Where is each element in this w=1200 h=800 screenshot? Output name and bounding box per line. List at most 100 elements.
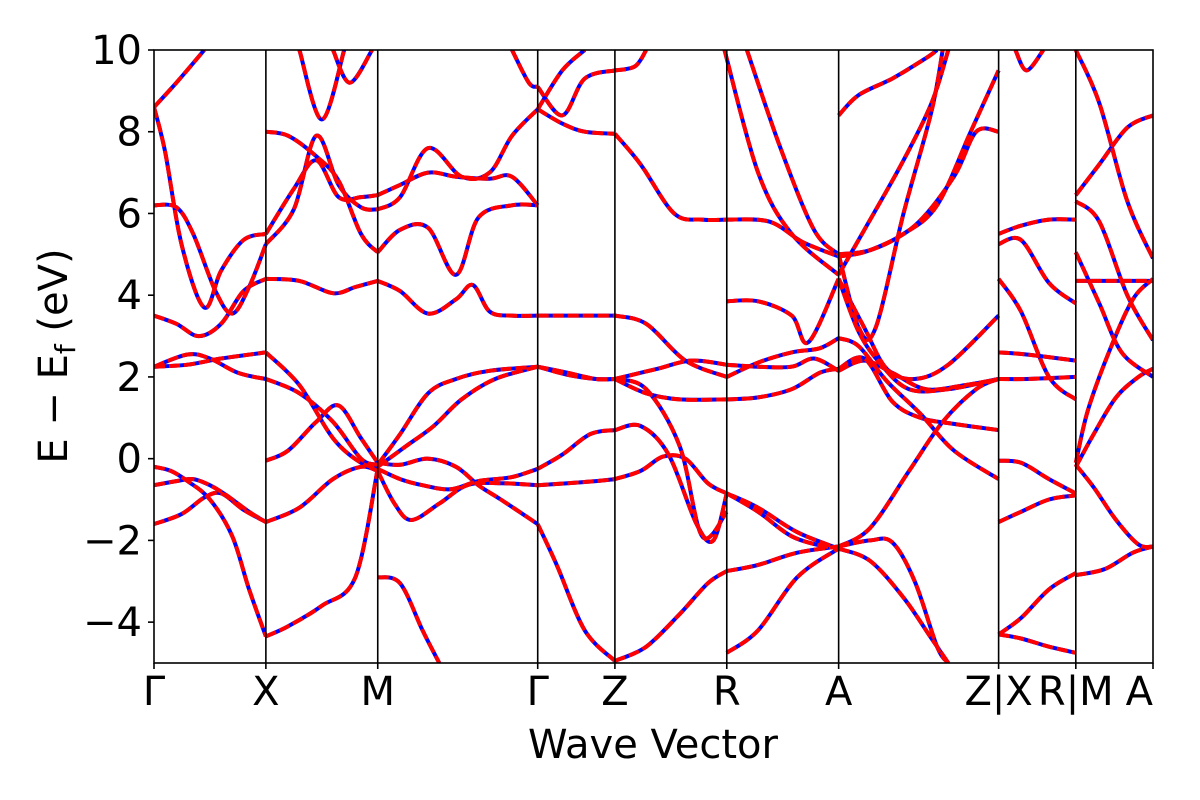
y-tick-label: 8 bbox=[117, 110, 142, 156]
band-line-dashed bbox=[536, 107, 616, 136]
band-line-dashed bbox=[376, 364, 538, 466]
band-line-dashed bbox=[614, 377, 727, 402]
x-tick-label: Γ bbox=[143, 669, 166, 715]
band-line-dashed bbox=[997, 493, 1077, 524]
band-line-dashed bbox=[376, 466, 539, 492]
y-tick-label: −4 bbox=[83, 600, 142, 646]
band-line-dashed bbox=[837, 355, 999, 433]
band-line-dashed bbox=[614, 313, 728, 379]
band-line-dashed bbox=[376, 107, 540, 212]
band-line-dashed bbox=[154, 476, 267, 524]
x-tick-label: R|M bbox=[1038, 669, 1114, 715]
band-line-dashed bbox=[836, 277, 1000, 382]
band-line-dashed bbox=[836, 50, 945, 342]
band-line-dashed bbox=[1073, 277, 1153, 464]
band-line-dashed bbox=[614, 422, 729, 544]
band-line-dashed bbox=[1074, 113, 1153, 197]
band-line-dashed bbox=[264, 133, 378, 246]
band-line-dashed bbox=[725, 336, 840, 379]
band-line-dashed bbox=[726, 217, 840, 259]
band-line-dashed bbox=[264, 350, 379, 469]
band-line-dashed bbox=[1074, 199, 1153, 342]
band-line-dashed bbox=[265, 464, 379, 524]
band-line-dashed bbox=[265, 129, 380, 254]
band-line-dashed bbox=[614, 358, 728, 381]
band-line-dashed bbox=[726, 278, 841, 346]
band-line-dashed bbox=[154, 277, 267, 339]
band-line-dashed bbox=[1073, 50, 1153, 260]
band-line-dashed bbox=[725, 546, 840, 655]
x-tick-label: A bbox=[1126, 669, 1154, 715]
band-line-dashed bbox=[722, 50, 840, 277]
band-line-dashed bbox=[1074, 367, 1153, 468]
band-line-dashed bbox=[837, 50, 939, 117]
band-line-dashed bbox=[837, 377, 1000, 549]
band-line-dashed bbox=[837, 336, 1000, 481]
band-line-dashed bbox=[725, 491, 839, 550]
x-axis-ticks: Γ X M Γ Z R A Z|X R|M A bbox=[143, 663, 1154, 715]
band-line-dashed bbox=[265, 377, 379, 467]
band-line-dashed bbox=[837, 358, 999, 392]
band-line-dashed bbox=[838, 69, 1001, 257]
band-line-dashed bbox=[154, 202, 268, 316]
band-line-dashed bbox=[998, 458, 1077, 496]
band-line-dashed bbox=[745, 50, 841, 256]
band-line-dashed bbox=[537, 477, 616, 488]
x-tick-label: X bbox=[252, 669, 279, 715]
y-tick-label: −2 bbox=[83, 518, 142, 564]
x-tick-label: Γ bbox=[527, 669, 550, 715]
band-line-dashed bbox=[725, 491, 840, 551]
x-tick-label: Z|X bbox=[964, 669, 1032, 715]
y-tick-label: 6 bbox=[117, 191, 142, 237]
y-axis-label: E − Ef (eV) bbox=[31, 248, 82, 463]
band-line-dashed bbox=[614, 569, 728, 663]
band-line-dashed bbox=[154, 464, 268, 638]
band-line-dashed bbox=[1075, 544, 1153, 578]
high-symmetry-lines bbox=[265, 50, 1077, 663]
band-line-dashed bbox=[376, 202, 538, 277]
band-line-dashed bbox=[997, 217, 1076, 236]
band-line-dashed bbox=[837, 546, 950, 663]
band-line-dashed bbox=[154, 50, 206, 109]
band-line-dashed bbox=[613, 132, 727, 223]
band-line-dashed bbox=[998, 632, 1077, 655]
band-line-dashed bbox=[614, 453, 728, 496]
band-line-dashed bbox=[614, 50, 648, 73]
band-line-dashed bbox=[154, 352, 267, 381]
band-line-dashed bbox=[376, 170, 540, 207]
band-line-dashed bbox=[376, 279, 538, 318]
band-line-dashed bbox=[998, 374, 1076, 382]
bands-series-dashed bbox=[154, 50, 1153, 663]
y-tick-label: 4 bbox=[117, 273, 142, 319]
band-line-dashed bbox=[536, 428, 616, 471]
band-line-dashed bbox=[376, 364, 539, 469]
band-line-dashed bbox=[265, 468, 380, 639]
band-line-dashed bbox=[154, 350, 267, 369]
x-tick-label: R bbox=[713, 669, 741, 715]
band-line-dashed bbox=[998, 350, 1077, 363]
band-line-dashed bbox=[614, 377, 729, 541]
band-line-dashed bbox=[537, 364, 615, 382]
band-line-dashed bbox=[377, 456, 539, 526]
band-line-dashed bbox=[331, 50, 374, 85]
y-axis-ticks: −4 −2 0 2 4 6 8 10 bbox=[83, 28, 154, 646]
band-line-dashed bbox=[1074, 463, 1153, 550]
band-line-dashed bbox=[996, 277, 1078, 402]
band-line-dashed bbox=[154, 106, 267, 310]
band-line-dashed bbox=[264, 158, 378, 235]
band-line-dashed bbox=[1073, 251, 1153, 379]
band-line-dashed bbox=[265, 403, 380, 464]
x-tick-label: Z bbox=[601, 669, 628, 715]
band-line-dashed bbox=[997, 235, 1078, 306]
band-line-dashed bbox=[997, 571, 1077, 637]
band-line-dashed bbox=[154, 490, 267, 526]
band-line-dashed bbox=[375, 469, 538, 523]
band-line-dashed bbox=[510, 50, 539, 89]
band-line-dashed bbox=[536, 68, 616, 118]
y-tick-label: 2 bbox=[117, 355, 142, 401]
x-tick-label: M bbox=[360, 669, 395, 715]
band-line-dashed bbox=[726, 366, 839, 402]
x-axis-label: Wave Vector bbox=[528, 722, 779, 768]
x-tick-label: A bbox=[825, 669, 853, 715]
